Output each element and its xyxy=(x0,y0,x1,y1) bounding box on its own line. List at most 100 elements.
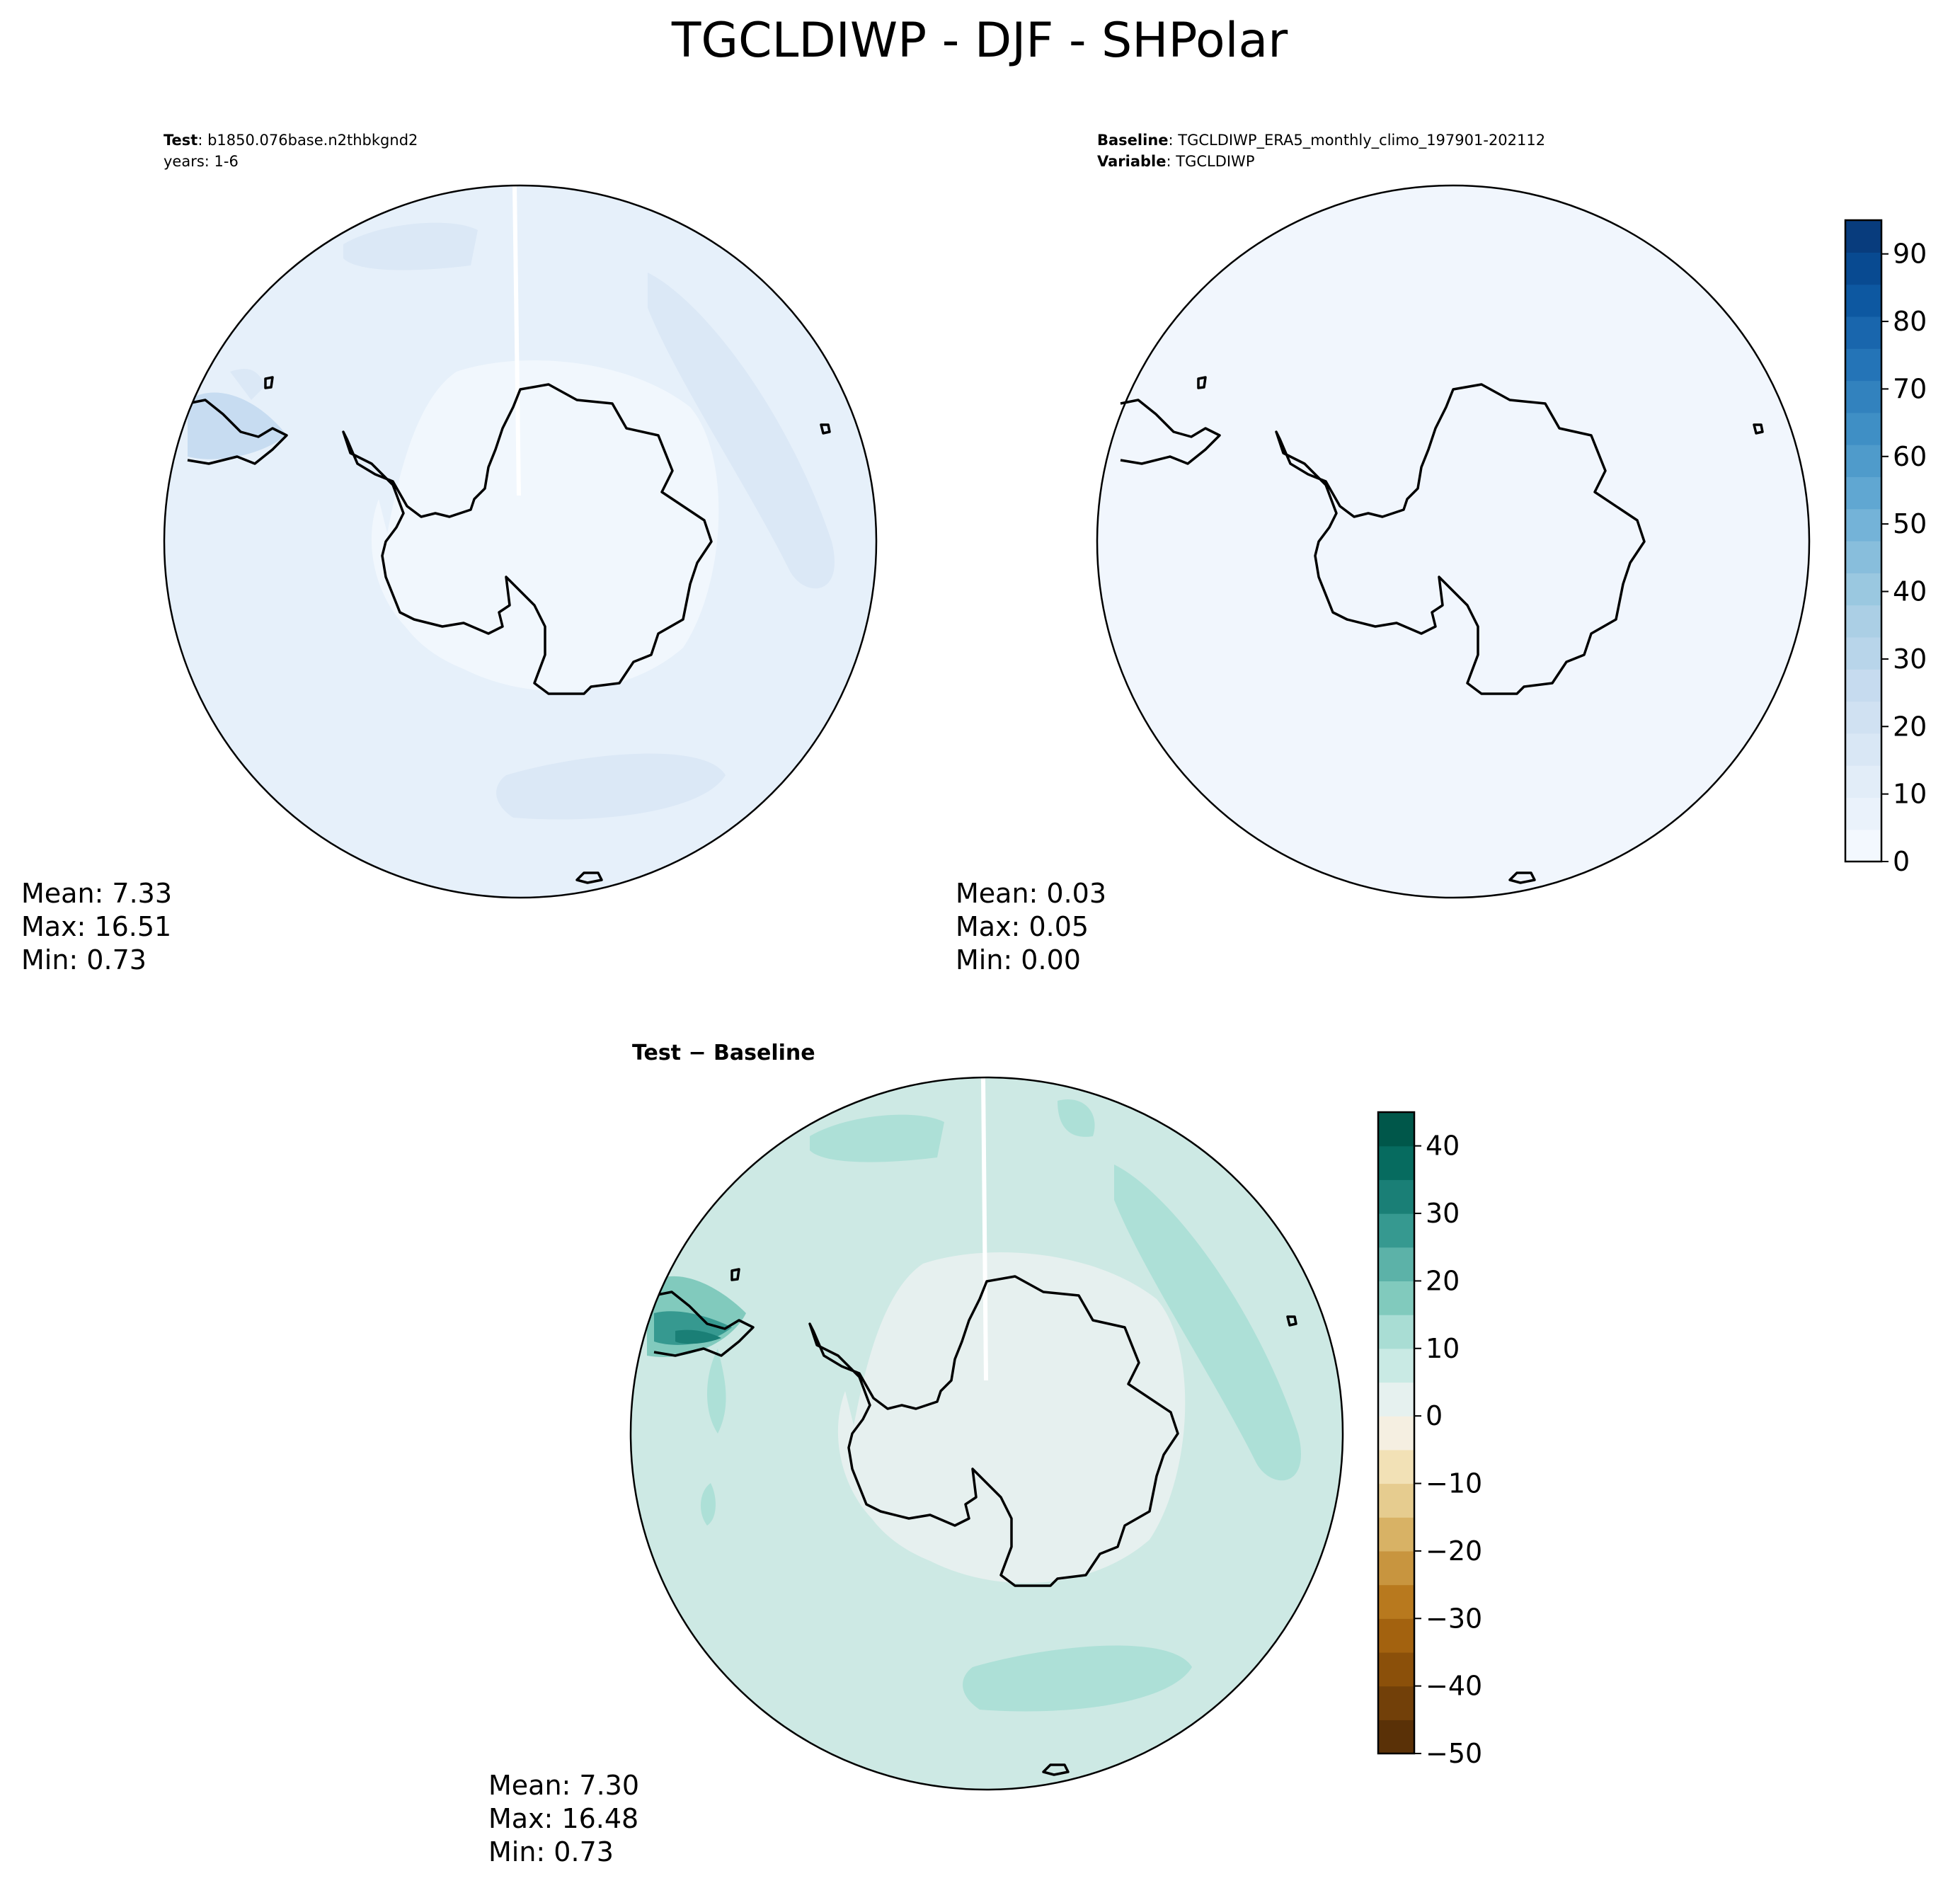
diff-map-border xyxy=(629,1076,1344,1791)
diff-max: Max: 16.48 xyxy=(488,1803,638,1834)
baseline-colorbar-segment xyxy=(1845,636,1881,670)
diff-colorbar: −50 −40 −30 −20 −10 0 10 20 30 40 xyxy=(1377,1111,1482,1769)
baseline-colorbar-segment xyxy=(1845,284,1881,317)
diff-colorbar-segment xyxy=(1378,1315,1414,1349)
baseline-max: Max: 0.05 xyxy=(956,911,1089,942)
baseline-colorbar-tick-label: 30 xyxy=(1893,643,1927,675)
figure-title: TGCLDIWP - DJF - SHPolar xyxy=(671,13,1288,69)
diff-colorbar-segment xyxy=(1378,1449,1414,1484)
test-map xyxy=(164,185,876,898)
diff-colorbar-segment xyxy=(1378,1618,1414,1653)
test-header-years: years: 1-6 xyxy=(164,153,239,170)
diff-patches xyxy=(647,1099,1302,1712)
baseline-colorbar-segment xyxy=(1845,412,1881,445)
test-data-seam xyxy=(512,185,521,496)
diff-colorbar-segment xyxy=(1378,1179,1414,1214)
diff-panel: Test − Baseline xyxy=(488,1041,1482,1867)
diff-colorbar-tick-label: 10 xyxy=(1426,1333,1460,1364)
baseline-colorbar-frame xyxy=(1844,219,1883,863)
baseline-colorbar: 0 10 20 30 40 50 60 70 80 90 xyxy=(1844,219,1927,877)
test-header-value: : b1850.076base.n2thbkgnd2 xyxy=(197,132,418,149)
diff-colorbar-segment xyxy=(1378,1517,1414,1552)
baseline-variable-label: Variable xyxy=(1097,153,1166,170)
baseline-colorbar-tick-label: 90 xyxy=(1893,239,1927,270)
test-header: Test: b1850.076base.n2thbkgnd2 xyxy=(164,132,418,149)
baseline-colorbar-segment xyxy=(1845,605,1881,638)
baseline-header-label: Baseline xyxy=(1097,132,1169,149)
diff-colorbar-frame xyxy=(1377,1111,1416,1755)
baseline-colorbar-segment xyxy=(1845,541,1881,573)
baseline-colorbar-segment xyxy=(1845,476,1881,510)
baseline-header-value: : TGCLDIWP_ERA5_monthly_climo_197901-202… xyxy=(1169,132,1546,149)
baseline-min: Min: 0.00 xyxy=(956,944,1081,976)
diff-colorbar-tick-label: 20 xyxy=(1426,1265,1460,1296)
baseline-colorbar-tick-label: 60 xyxy=(1893,441,1927,472)
test-min: Min: 0.73 xyxy=(21,944,147,976)
baseline-header: Baseline: TGCLDIWP_ERA5_monthly_climo_19… xyxy=(1097,132,1545,149)
baseline-colorbar-segment xyxy=(1845,316,1881,349)
diff-colorbar-segment xyxy=(1378,1686,1414,1720)
diff-map xyxy=(631,1077,1343,1790)
baseline-colorbar-segment xyxy=(1845,797,1881,830)
diff-colorbar-segment xyxy=(1378,1584,1414,1619)
diff-colorbar-tick-label: −30 xyxy=(1426,1603,1482,1634)
test-mean: Mean: 7.33 xyxy=(21,878,172,909)
baseline-variable: Variable: TGCLDIWP xyxy=(1097,153,1255,170)
diff-colorbar-segment xyxy=(1378,1247,1414,1282)
test-stats: Mean: 7.33 Max: 16.51 Min: 0.73 xyxy=(21,878,172,976)
diff-colorbar-tick-label: −10 xyxy=(1426,1468,1482,1499)
baseline-colorbar-tick-label: 0 xyxy=(1893,846,1910,877)
baseline-colorbar-tick-label: 20 xyxy=(1893,711,1927,742)
baseline-variable-value: : TGCLDIWP xyxy=(1166,153,1254,170)
test-patches xyxy=(188,222,835,820)
diff-data-seam xyxy=(981,1077,988,1381)
diff-colorbar-segment xyxy=(1378,1483,1414,1518)
baseline-map-border xyxy=(1096,184,1811,899)
diff-colorbar-tick-label: 30 xyxy=(1426,1198,1460,1229)
baseline-colorbar-segment xyxy=(1845,348,1881,382)
baseline-map-fill xyxy=(1097,185,1809,898)
baseline-colorbar-tick-label: 80 xyxy=(1893,306,1927,337)
diff-colorbar-segment xyxy=(1378,1112,1414,1147)
baseline-colorbar-tick-label: 40 xyxy=(1893,576,1927,607)
diff-mean: Mean: 7.30 xyxy=(488,1770,639,1801)
baseline-colorbar-tick-label: 70 xyxy=(1893,373,1927,404)
diff-colorbar-segment xyxy=(1378,1550,1414,1586)
test-max: Max: 16.51 xyxy=(21,911,171,942)
baseline-colorbar-segment xyxy=(1845,765,1881,798)
diff-colorbar-segment xyxy=(1378,1652,1414,1687)
baseline-colorbar-segment xyxy=(1845,701,1881,734)
diff-colorbar-segment xyxy=(1378,1382,1414,1417)
diff-colorbar-segment xyxy=(1378,1720,1414,1754)
test-panel: Test: b1850.076base.n2thbkgnd2 years: 1-… xyxy=(21,132,878,976)
diff-colorbar-tick-label: −40 xyxy=(1426,1671,1482,1702)
baseline-colorbar-tick-label: 50 xyxy=(1893,508,1927,539)
diff-colorbar-tick-label: −20 xyxy=(1426,1535,1482,1567)
baseline-colorbar-segment xyxy=(1845,252,1881,285)
baseline-colorbar-segment xyxy=(1845,380,1881,413)
diff-header: Test − Baseline xyxy=(632,1041,815,1065)
diff-colorbar-segment xyxy=(1378,1213,1414,1248)
diff-colorbar-tick-label: 0 xyxy=(1426,1400,1443,1431)
baseline-colorbar-segment xyxy=(1845,445,1881,477)
baseline-colorbar-segment xyxy=(1845,508,1881,542)
diff-colorbar-segment xyxy=(1378,1348,1414,1383)
baseline-colorbar-segment xyxy=(1845,669,1881,702)
baseline-mean: Mean: 0.03 xyxy=(956,878,1106,909)
baseline-stats: Mean: 0.03 Max: 0.05 Min: 0.00 xyxy=(956,878,1106,976)
baseline-panel: Baseline: TGCLDIWP_ERA5_monthly_climo_19… xyxy=(956,132,1927,976)
diff-colorbar-segment xyxy=(1378,1281,1414,1315)
baseline-colorbar-tick-label: 10 xyxy=(1893,779,1927,810)
diff-min: Min: 0.73 xyxy=(488,1836,614,1867)
baseline-colorbar-segment xyxy=(1845,573,1881,606)
baseline-colorbar-segment xyxy=(1845,829,1881,862)
diff-colorbar-tick-label: −50 xyxy=(1426,1738,1482,1769)
test-header-label: Test xyxy=(164,132,197,149)
diff-stats: Mean: 7.30 Max: 16.48 Min: 0.73 xyxy=(488,1770,639,1867)
diff-colorbar-tick-label: 40 xyxy=(1426,1131,1460,1162)
baseline-colorbar-segment xyxy=(1845,733,1881,766)
test-map-border xyxy=(163,184,878,899)
diff-colorbar-segment xyxy=(1378,1416,1414,1451)
baseline-colorbar-segment xyxy=(1845,220,1881,253)
